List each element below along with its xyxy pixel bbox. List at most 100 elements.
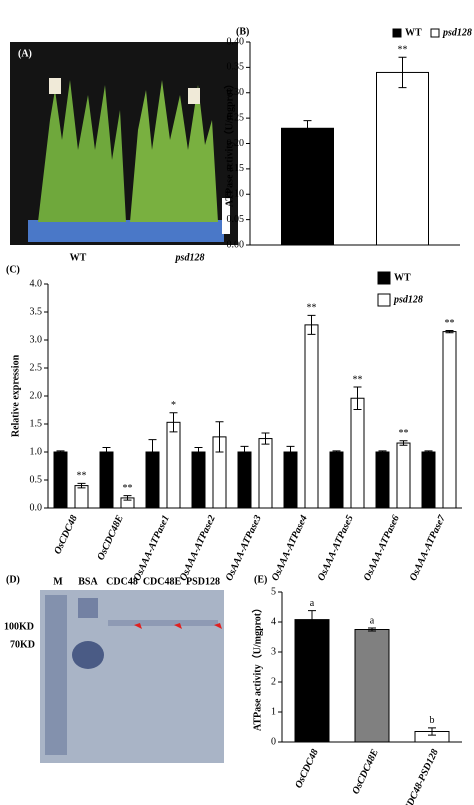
y-tick-label: 3.0 [30,334,43,345]
bar [294,619,330,743]
y-tick-label: 0.00 [227,239,245,250]
bar [396,442,411,509]
error-bar [169,412,178,433]
bar [350,397,365,509]
error-bar [56,450,65,454]
lane-label: psd128 [175,252,205,263]
error-bar [123,495,132,501]
y-tick-label: 0.10 [227,189,245,200]
y-tick-label: 0.25 [227,112,245,123]
significance-label: ** [307,303,317,314]
error-bar [194,447,203,457]
bar [304,324,319,509]
significance-label: ** [399,428,409,439]
error-bar [102,447,111,457]
y-tick-label: 5 [271,586,276,597]
legend-swatch [430,28,440,38]
x-tick-label: OsAAA-ATPase5 [316,514,356,583]
bar [237,451,252,509]
y-tick-label: 3 [271,646,276,657]
bar [74,485,89,509]
significance-label: ** [123,483,133,494]
y-axis-label: ATPase activity（U/mgprot） [250,603,263,731]
significance-label: ** [398,45,408,56]
y-tick-label: 0.30 [227,87,245,98]
bar [442,331,457,509]
bar [329,451,344,509]
x-tick-label: OsAAA-ATPase4 [270,514,310,583]
error-bar [399,440,408,446]
error-bar [353,386,362,410]
error-bar [398,56,407,89]
legend-label: WT [405,27,422,38]
y-axis-label: Relative expression [10,354,21,437]
y-tick-label: 2.0 [30,390,43,401]
lane-label: M [53,576,63,587]
error-bar [308,610,316,630]
significance-label: ** [77,471,87,482]
bar [99,451,114,509]
panel-label: (C) [6,264,20,275]
error-bar [307,314,316,335]
lane-label: CDC48E [143,576,182,587]
bar [375,451,390,509]
significance-label: a [310,598,315,609]
gel-image: (D) M BSA CDC48 CDC48E PSD128 100KD 70KD [4,574,224,763]
error-bar [148,439,157,465]
significance-label: * [171,400,176,411]
lane-label: BSA [78,576,98,587]
y-tick-label: 0.05 [227,214,245,225]
significance-label: ** [445,318,455,329]
y-tick-label: 0.35 [227,62,245,73]
y-tick-label: 0.5 [30,474,43,485]
lane-label: CDC48 [106,576,138,587]
y-tick-label: 4.0 [30,278,43,289]
panel-label: (B) [236,26,249,37]
error-bar [378,450,387,454]
y-tick-label: 1.0 [30,446,43,457]
y-tick-label: 1.5 [30,418,43,429]
bar [421,451,436,509]
bar [53,451,68,509]
y-axis-label: ATPase activity（U/mgprot） [222,79,235,207]
legend-swatch [377,271,391,285]
significance-label: ** [353,374,363,385]
bar [258,438,273,509]
legend-swatch [392,28,402,38]
legend-label: psd128 [393,294,423,305]
y-tick-label: 0.0 [30,502,43,513]
legend-swatch [377,293,391,307]
error-bar [303,120,312,137]
x-tick-label: OsCDC48 [52,514,80,556]
x-tick-label: OsAAA-ATPase7 [408,513,448,583]
error-bar [215,421,224,453]
error-bar [240,445,249,459]
y-tick-label: 0.20 [227,138,245,149]
x-tick-label: OsAAA-ATPase6 [362,514,402,583]
bar [283,451,298,509]
panel-label: (E) [254,574,267,585]
lane-label: PSD128 [186,576,220,587]
x-tick-label: OsCDC48-PSD128 [397,748,440,805]
y-tick-label: 0.15 [227,163,245,174]
y-tick-label: 2 [271,676,276,687]
x-tick-label: OsAAA-ATPase1 [132,514,172,583]
bar [376,71,429,246]
marker-label: 70KD [10,639,35,650]
y-tick-label: 0.40 [227,36,245,47]
y-tick-label: 2.5 [30,362,43,373]
y-tick-label: 1 [271,706,276,717]
bar [354,629,390,743]
error-bar [77,482,86,489]
lane-label: WT [70,252,87,263]
bar [281,127,334,246]
marker-label: 100KD [4,621,34,632]
error-bar [368,627,376,632]
error-bar [261,432,270,445]
x-tick-label: OsCDC48E [95,513,126,562]
bar [191,451,206,509]
legend-label: psd128 [442,27,472,38]
x-tick-label: OsAAA-ATPase2 [178,514,218,583]
